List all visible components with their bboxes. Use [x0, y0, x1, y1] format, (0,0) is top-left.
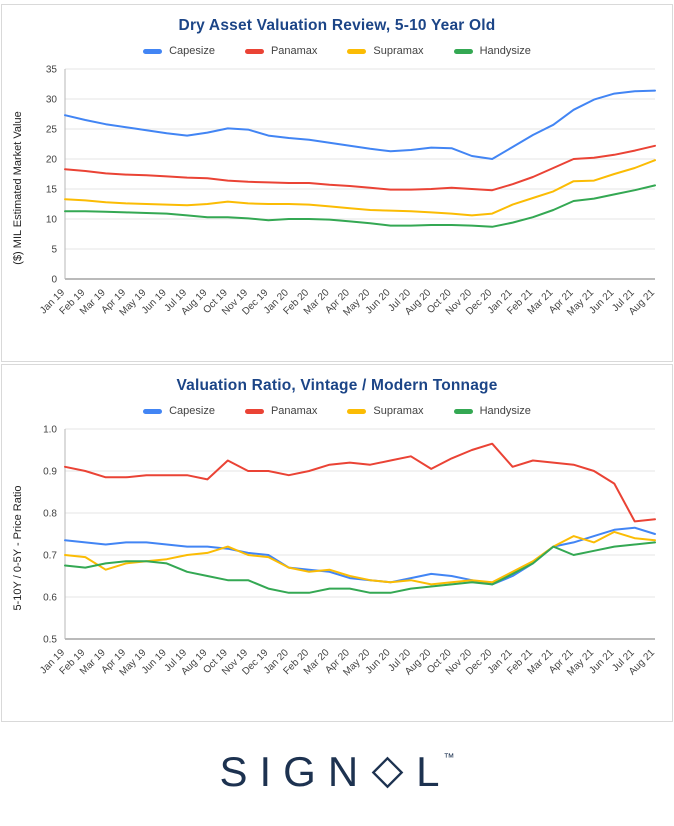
svg-text:30: 30	[46, 95, 58, 106]
svg-text:0.6: 0.6	[43, 593, 57, 604]
svg-text:0.7: 0.7	[43, 551, 57, 562]
legend-item-panamax: Panamax	[244, 405, 318, 417]
series-line-supramax	[64, 159, 656, 217]
panamax-legend-marker-icon	[244, 48, 264, 54]
series-line-capesize	[64, 89, 656, 160]
logo-text-sign: SIGN	[219, 748, 371, 795]
svg-text:35: 35	[46, 65, 58, 76]
report-page: Dry Asset Valuation Review, 5-10 Year Ol…	[1, 4, 673, 796]
series-line-capesize	[64, 526, 656, 586]
svg-text:($) MIL Estimated Market Value: ($) MIL Estimated Market Value	[12, 111, 24, 264]
legend-label: Handysize	[479, 405, 531, 417]
svg-text:10: 10	[46, 215, 58, 226]
signal-logo: SIGN L ™	[1, 748, 673, 796]
svg-text:0.5: 0.5	[43, 635, 57, 646]
legend-item-handysize: Handysize	[453, 405, 531, 417]
legend-item-supramax: Supramax	[347, 45, 424, 57]
series-line-supramax	[64, 530, 656, 586]
svg-text:1.0: 1.0	[43, 425, 57, 436]
svg-text:25: 25	[46, 125, 58, 136]
legend-item-handysize: Handysize	[453, 45, 531, 57]
legend-label: Capesize	[169, 45, 215, 57]
legend-label: Supramax	[373, 45, 424, 57]
svg-text:5-10Y / 0-5Y - Price Ratio: 5-10Y / 0-5Y - Price Ratio	[12, 486, 24, 611]
supramax-legend-marker-icon	[347, 48, 367, 54]
supramax-legend-marker-icon	[347, 408, 367, 414]
legend-item-capesize: Capesize	[143, 45, 215, 57]
panamax-legend-marker-icon	[244, 408, 264, 414]
legend-label: Supramax	[373, 405, 424, 417]
chart-title-valuation-ratio: Valuation Ratio, Vintage / Modern Tonnag…	[176, 377, 498, 394]
svg-text:5: 5	[51, 245, 57, 256]
logo-text-l: L	[416, 748, 452, 795]
panel-valuation-ratio: Valuation Ratio, Vintage / Modern Tonnag…	[1, 364, 673, 722]
legend-label: Capesize	[169, 405, 215, 417]
series-line-panamax	[64, 442, 656, 523]
capesize-legend-marker-icon	[143, 408, 163, 414]
svg-text:0.8: 0.8	[43, 509, 57, 520]
chart-title-asset-valuation: Dry Asset Valuation Review, 5-10 Year Ol…	[178, 17, 496, 34]
svg-text:15: 15	[46, 185, 58, 196]
series-line-panamax	[64, 144, 656, 192]
legend-label: Handysize	[479, 45, 531, 57]
series-line-handysize	[64, 541, 656, 594]
handysize-legend-marker-icon	[453, 408, 473, 414]
line-chart-valuation-ratio: 0.5 0.6 0.7 0.8 0.9 1.0 Jan 19 Feb 19 Mar 19 Apr …	[7, 421, 667, 721]
legend-item-panamax: Panamax	[244, 45, 318, 57]
series-line-handysize	[64, 184, 656, 228]
line-chart-asset-valuation: 0 5 10 15 20 25 30 35 Jan 19 Feb 19 Mar 19 Apr 19 Ma…	[7, 61, 667, 361]
svg-text:0.9: 0.9	[43, 467, 57, 478]
panel-asset-valuation: Dry Asset Valuation Review, 5-10 Year Ol…	[1, 4, 673, 362]
trademark-symbol: ™	[443, 752, 455, 764]
svg-text:0: 0	[51, 275, 57, 286]
legend-label: Panamax	[270, 45, 318, 57]
svg-text:20: 20	[46, 155, 58, 166]
legend-item-capesize: Capesize	[143, 405, 215, 417]
legend-label: Panamax	[270, 405, 318, 417]
legend-asset-valuation: Capesize Panamax Supramax Handysize	[6, 45, 668, 57]
handysize-legend-marker-icon	[453, 48, 473, 54]
capesize-legend-marker-icon	[143, 48, 163, 54]
legend-valuation-ratio: Capesize Panamax Supramax Handysize	[6, 405, 668, 417]
legend-item-supramax: Supramax	[347, 405, 424, 417]
diamond-icon	[371, 756, 404, 788]
